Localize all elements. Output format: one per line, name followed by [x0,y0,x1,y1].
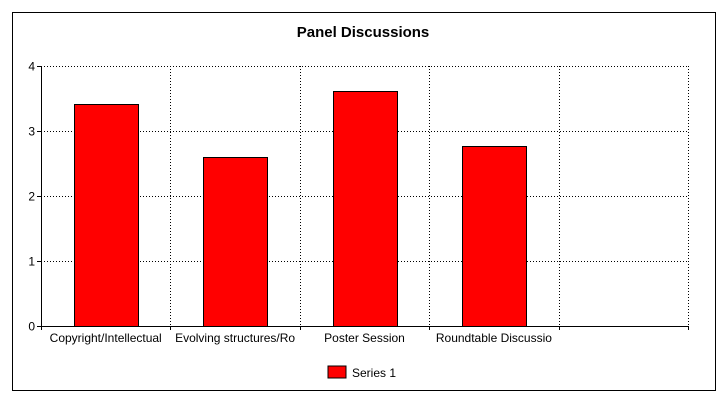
legend-swatch-series-1 [327,365,347,379]
x-tick-label: Roundtable Discussio [436,331,552,345]
legend-label-series-1: Series 1 [352,366,396,380]
legend: Series 1 [327,365,396,380]
y-tick-label: 1 [28,255,35,269]
bars [74,91,527,327]
y-tick-label: 4 [28,60,35,74]
grid-lines [41,66,689,326]
bar [462,146,527,327]
axes: 0 1 2 3 4 Copyright/Intellectual Evolving stru… [28,60,689,345]
x-tick-label: Evolving structures/Ro [175,331,295,345]
bar [203,157,268,327]
x-tick-label: Poster Session [324,331,405,345]
bar [333,91,398,327]
y-tick-label: 0 [28,320,35,334]
x-tick-label: Copyright/Intellectual [50,331,162,345]
y-tick-label: 3 [28,125,35,139]
chart-title: Panel Discussions [297,24,430,41]
y-tick-label: 2 [28,190,35,204]
bar [74,104,139,327]
